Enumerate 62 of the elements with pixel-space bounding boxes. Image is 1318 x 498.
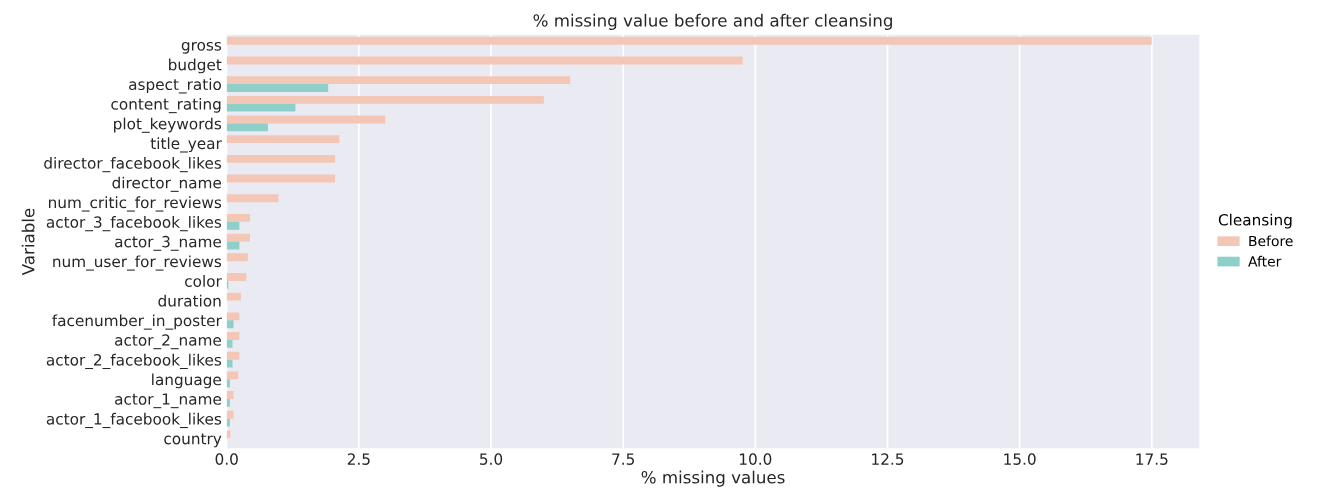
y-tick-label: actor_3_facebook_likes — [46, 216, 222, 232]
bar — [226, 95, 544, 104]
bar — [226, 398, 230, 407]
bar — [226, 221, 240, 230]
bar — [226, 154, 336, 163]
y-tick-label: duration — [158, 294, 221, 307]
y-tick-label: num_critic_for_reviews — [49, 196, 222, 212]
y-tick-label: title_year — [150, 137, 222, 153]
y-tick-label: budget — [169, 58, 222, 74]
x-tick-label: 7.5 — [612, 453, 634, 465]
bar — [226, 273, 247, 281]
y-tick-label: num_user_for_reviews — [53, 255, 222, 271]
bar — [226, 359, 233, 368]
bar — [226, 418, 230, 427]
bar — [226, 36, 1152, 45]
y-tick-label: actor_2_facebook_likes — [46, 353, 222, 370]
y-tick-label: actor_3_name — [115, 235, 222, 251]
bar — [226, 379, 230, 388]
bar — [226, 410, 234, 419]
bar — [226, 371, 239, 380]
y-tick-label: actor_2_name — [115, 334, 222, 350]
bar — [226, 312, 240, 321]
bar — [226, 194, 279, 203]
chart-title: % missing value before and after cleansing — [533, 13, 892, 30]
y-tick-label: actor_1_facebook_likes — [46, 412, 222, 429]
x-tick-label: 12.5 — [872, 453, 904, 465]
x-tick-label: 10.0 — [740, 453, 772, 465]
y-tick-label: actor_1_name — [115, 393, 222, 409]
bar — [226, 292, 241, 301]
bar — [226, 351, 240, 360]
bar — [226, 135, 340, 144]
y-tick-label: color — [185, 275, 222, 287]
y-tick-label: director_facebook_likes — [44, 156, 222, 173]
legend-label: After — [1248, 255, 1282, 267]
x-tick-label: 15.0 — [1004, 453, 1036, 465]
bar — [226, 391, 234, 399]
bar — [226, 213, 250, 222]
bar — [226, 103, 296, 112]
bar — [226, 84, 329, 92]
bar — [226, 339, 233, 348]
x-tick-label: 2.5 — [347, 453, 370, 465]
bar — [226, 320, 234, 329]
y-tick-label: content_rating — [111, 97, 221, 114]
y-tick-label: facenumber_in_poster — [52, 314, 222, 330]
bar — [226, 332, 240, 340]
bar — [226, 253, 248, 262]
legend-title: Cleansing — [1218, 213, 1292, 229]
y-tick-label: gross — [181, 41, 222, 54]
bar — [226, 76, 571, 85]
bar — [226, 233, 250, 242]
legend-label: Before — [1249, 235, 1293, 247]
y-tick-label: language — [152, 373, 222, 389]
y-axis-title: Variable — [21, 208, 35, 276]
y-tick-label: plot_keywords — [114, 117, 222, 133]
y-tick-label: director_name — [112, 176, 222, 192]
x-tick-label: 5.0 — [480, 453, 503, 465]
x-tick-label: 0.0 — [215, 453, 238, 465]
bar — [226, 123, 268, 132]
x-tick-label: 17.5 — [1136, 453, 1168, 465]
x-axis-title: % missing values — [641, 470, 785, 487]
y-tick-label: aspect_ratio — [129, 78, 221, 94]
y-tick-label: country — [164, 433, 222, 448]
